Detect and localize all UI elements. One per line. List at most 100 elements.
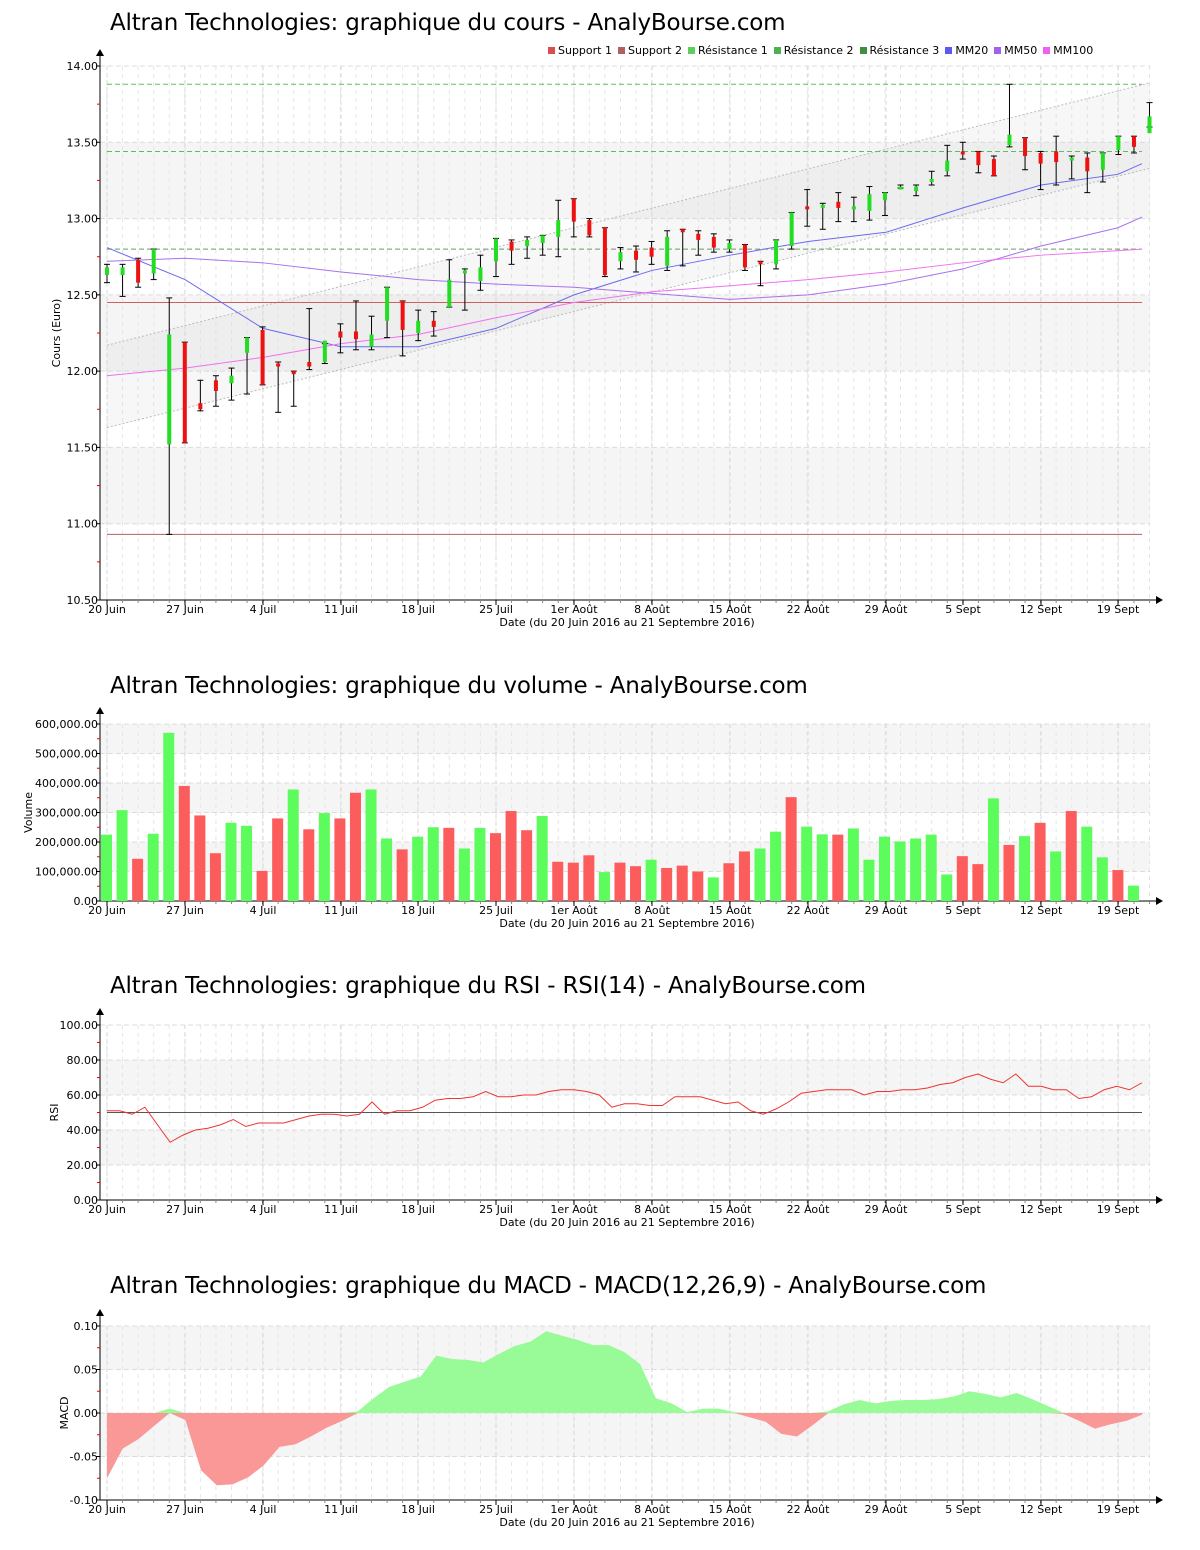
candle-body xyxy=(1038,152,1043,164)
x-tick-label: 15 Août xyxy=(709,1503,753,1516)
volume-bar xyxy=(1127,885,1139,901)
legend-item: MM50 xyxy=(994,44,1037,57)
y-axis-arrow-icon xyxy=(96,707,104,714)
plot-band xyxy=(100,1130,1150,1165)
volume-bar xyxy=(770,831,782,901)
candle-body xyxy=(711,236,716,248)
plot-band xyxy=(100,724,1150,754)
x-tick-label: 8 Août xyxy=(634,603,671,616)
volume-bar xyxy=(910,838,922,901)
volume-bar xyxy=(754,848,766,901)
candle-body xyxy=(665,236,670,266)
legend-item: Support 1 xyxy=(548,44,612,57)
candle-body xyxy=(727,242,732,250)
candle-body xyxy=(1007,134,1012,146)
volume-bar xyxy=(1081,826,1093,901)
x-tick-label: 27 Juin xyxy=(166,904,204,917)
candle-body xyxy=(447,279,452,308)
candle-body xyxy=(291,371,296,375)
volume-bar xyxy=(132,858,144,901)
volume-bar xyxy=(225,822,237,901)
x-tick-label: 20 Juin xyxy=(88,904,126,917)
volume-bar xyxy=(147,833,159,901)
candle-body xyxy=(276,363,281,367)
y-tick-label: 500,000.00 xyxy=(35,748,98,761)
y-tick-label: 11.00 xyxy=(67,518,99,531)
candle-body xyxy=(198,403,203,410)
volume-bar xyxy=(427,827,439,901)
volume-bar xyxy=(536,816,548,901)
volume-bar xyxy=(474,827,486,901)
volume-bar xyxy=(956,856,968,901)
volume-bar xyxy=(738,851,750,901)
volume-chart-title: Altran Technologies: graphique du volume… xyxy=(110,673,808,699)
candle-body xyxy=(105,267,109,276)
volume-bar xyxy=(458,848,470,901)
y-tick-label: 0.05 xyxy=(74,1364,99,1377)
x-tick-label: 25 Juil xyxy=(479,904,513,917)
x-tick-label: 20 Juin xyxy=(88,603,126,616)
y-axis-arrow-icon xyxy=(96,49,104,56)
x-axis-title: Date (du 20 Juin 2016 au 21 Septembre 20… xyxy=(499,616,754,629)
x-tick-label: 22 Août xyxy=(787,1203,831,1216)
x-tick-label: 5 Sept xyxy=(945,603,981,616)
legend-item: Résistance 1 xyxy=(687,44,768,57)
volume-bar xyxy=(879,836,890,901)
candle-body xyxy=(540,235,545,243)
x-tick-label: 20 Juin xyxy=(88,1503,126,1516)
candle-body xyxy=(400,300,405,330)
y-tick-label: 14.00 xyxy=(67,60,99,73)
volume-bar xyxy=(925,834,937,901)
plot-band xyxy=(100,783,1150,813)
legend-label: Résistance 1 xyxy=(697,44,768,57)
candle-body xyxy=(649,247,654,257)
candle-body xyxy=(867,194,872,211)
volume-bar xyxy=(194,815,206,901)
volume-bar xyxy=(1034,822,1046,901)
volume-bar xyxy=(661,867,673,901)
trend-channel xyxy=(107,82,1150,428)
candle-body xyxy=(742,244,747,268)
volume-bar xyxy=(972,864,984,901)
legend-item: MM100 xyxy=(1043,44,1093,57)
plot-band xyxy=(100,1060,1150,1095)
legend-label: MM100 xyxy=(1053,44,1094,57)
volume-bar xyxy=(334,818,346,901)
volume-bar xyxy=(303,829,315,901)
x-tick-label: 29 Août xyxy=(865,1203,909,1216)
candle-body xyxy=(385,287,390,321)
x-tick-label: 27 Juin xyxy=(166,603,204,616)
candle-body xyxy=(1054,151,1059,163)
candle-body xyxy=(120,267,125,276)
y-tick-label: 20.00 xyxy=(67,1159,99,1172)
candle-body xyxy=(774,239,779,265)
volume-bar xyxy=(521,830,533,901)
volume-bar xyxy=(318,813,330,901)
candle-body xyxy=(213,380,218,391)
candle-body xyxy=(805,206,810,210)
moving-average-mm20 xyxy=(106,163,1143,348)
candle-body xyxy=(914,186,919,192)
volume-bar xyxy=(1003,844,1015,901)
y-tick-label: 10.50 xyxy=(67,594,99,607)
volume-bar xyxy=(614,862,626,901)
candle-body xyxy=(151,249,156,274)
rsi-line xyxy=(107,1073,1143,1143)
volume-bar xyxy=(1019,836,1031,901)
volume-bar xyxy=(692,871,704,901)
volume-bar xyxy=(1050,851,1062,901)
x-tick-label: 27 Juin xyxy=(166,1203,204,1216)
legend-label: MM20 xyxy=(955,44,989,57)
candle-body xyxy=(836,201,841,208)
macd-negative-area xyxy=(107,1413,1142,1486)
candle-body xyxy=(556,220,561,237)
x-tick-label: 4 Juil xyxy=(250,904,277,917)
x-tick-label: 15 Août xyxy=(709,1203,753,1216)
legend-label: Résistance 3 xyxy=(869,44,940,57)
volume-bar xyxy=(583,855,595,901)
x-axis-arrow-icon xyxy=(1156,1496,1163,1504)
legend-swatch-icon xyxy=(687,47,695,54)
volume-bar xyxy=(598,872,610,901)
candle-body xyxy=(696,233,701,240)
candle-body xyxy=(525,239,530,247)
